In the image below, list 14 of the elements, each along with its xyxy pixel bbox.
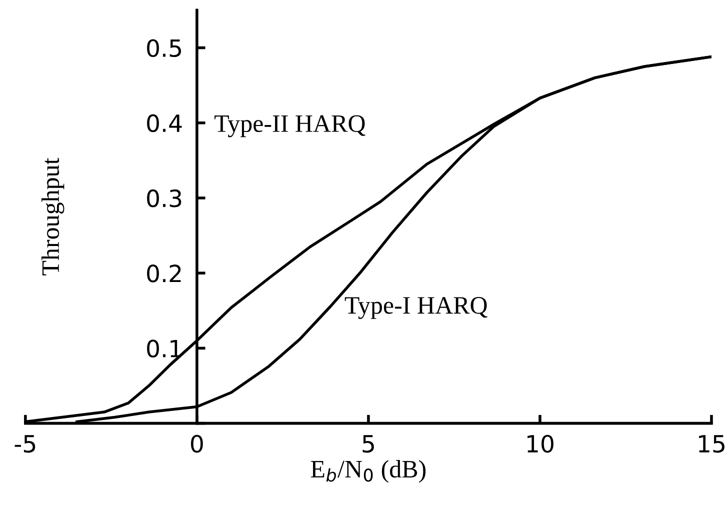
annotation: Type-I HARQ bbox=[344, 297, 488, 319]
y-tick-label: 0.5 bbox=[147, 39, 181, 58]
y-tick-label: 0.4 bbox=[147, 114, 182, 132]
x-tick-label: -5 bbox=[14, 435, 36, 453]
x-tick-label: 5 bbox=[362, 435, 374, 453]
y-tick-label: 0.3 bbox=[147, 189, 182, 208]
x-tick-label: 0 bbox=[190, 434, 203, 453]
x-tick-label: 15 bbox=[699, 435, 724, 453]
y-tick-label: 0.2 bbox=[147, 264, 181, 282]
y-axis-title: Throughput bbox=[41, 158, 64, 276]
y-tick-label: 0.1 bbox=[147, 340, 181, 358]
annotation: Type-II HARQ bbox=[214, 115, 366, 138]
x-axis-title: E$_{b}$/N$_{0}$ (dB) bbox=[310, 460, 426, 483]
x-tick-label: 10 bbox=[528, 434, 554, 453]
